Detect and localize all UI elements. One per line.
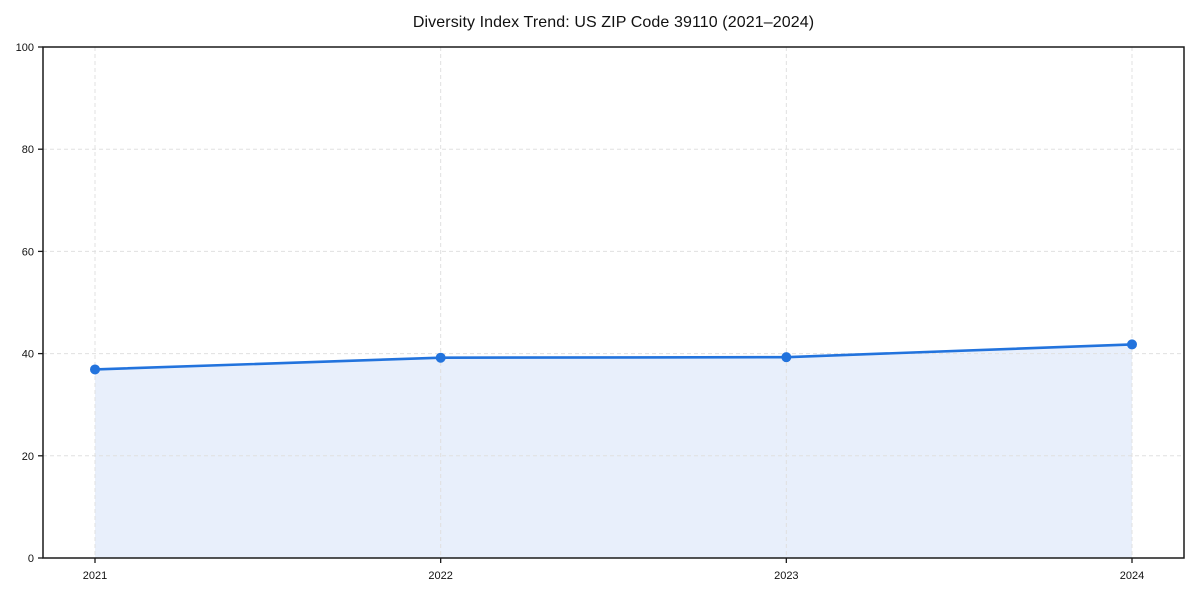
y-axis-tick-label: 60 [22, 246, 34, 258]
trend-line [93, 343, 1134, 371]
y-axis-tick-label: 100 [16, 42, 34, 54]
chart-title: Diversity Index Trend: US ZIP Code 39110… [412, 14, 815, 31]
plot-frame [42, 46, 1185, 559]
x-axis-tick-label: 2022 [428, 570, 452, 582]
x-axis-tick-label: 2024 [1120, 570, 1144, 582]
x-axis-tick-label: 2023 [774, 570, 798, 582]
data-point-2022 [435, 352, 446, 363]
area-fill [95, 344, 1132, 558]
data-point-2021 [90, 364, 100, 375]
y-axis-tick-label: 20 [22, 451, 34, 463]
x-axis-tick-label: 2021 [83, 570, 107, 582]
y-axis-tick-label: 40 [22, 349, 34, 361]
y-axis-tick-label: 0 [28, 553, 34, 565]
y-axis-tick-label: 80 [22, 144, 34, 156]
data-point-2023 [781, 352, 792, 363]
data-point-2024 [1127, 339, 1137, 350]
